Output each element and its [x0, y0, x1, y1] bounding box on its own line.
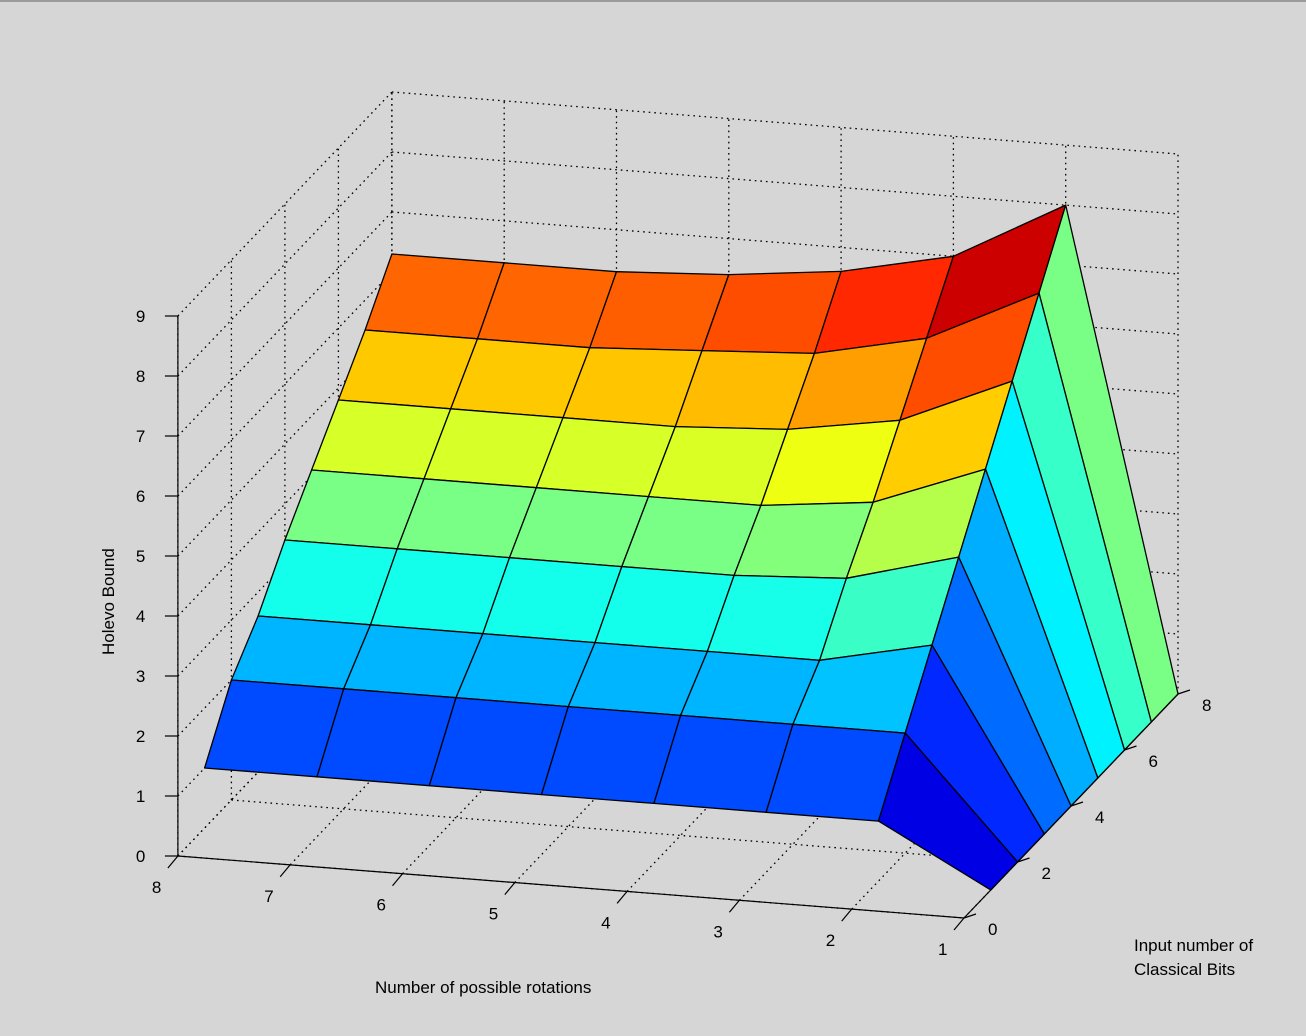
surface-patch-r0-c0 [877, 732, 1019, 891]
y-tick-8 [1177, 689, 1191, 695]
x-tick-7 [279, 864, 291, 878]
x-tick-1 [953, 917, 965, 931]
back-wall-grid-z-9 [391, 91, 1179, 155]
x-tick-label-8: 8 [152, 878, 161, 897]
y-axis-label-line2: Classical Bits [1134, 960, 1235, 979]
x-tick-6 [392, 873, 403, 887]
x-tick-label-2: 2 [826, 931, 835, 950]
y-tick-label-0: 0 [988, 920, 997, 939]
y-tick-2 [1017, 857, 1030, 863]
x-tick-label-4: 4 [601, 913, 610, 932]
x-tick-label-5: 5 [489, 905, 498, 924]
y-tick-label-6: 6 [1149, 752, 1158, 771]
side-wall-grid-z-8 [177, 151, 393, 377]
x-axis-label: Number of possible rotations [375, 978, 591, 997]
side-wall-grid-z-9 [177, 91, 393, 317]
x-tick-label-3: 3 [713, 922, 722, 941]
z-tick-label-0: 0 [136, 847, 145, 866]
z-tick-label-7: 7 [136, 427, 145, 446]
x-tick-label-7: 7 [264, 887, 273, 906]
x-tick-3 [728, 899, 740, 913]
x-tick-label-1: 1 [938, 940, 947, 959]
z-tick-label-5: 5 [136, 547, 145, 566]
y-tick-0 [963, 913, 977, 919]
z-tick-label-4: 4 [136, 607, 145, 626]
x-tick-label-6: 6 [377, 896, 386, 915]
side-wall-grid-z-7 [177, 211, 393, 437]
y-tick-4 [1070, 801, 1084, 807]
x-tick-2 [841, 908, 853, 922]
z-tick-label-8: 8 [136, 367, 145, 386]
x-axis-line [177, 855, 965, 919]
z-tick-label-3: 3 [136, 667, 145, 686]
y-tick-label-8: 8 [1202, 696, 1211, 715]
z-tick-label-9: 9 [136, 307, 145, 326]
z-tick-label-2: 2 [136, 727, 145, 746]
x-tick-5 [504, 882, 516, 895]
y-tick-label-2: 2 [1042, 864, 1051, 883]
z-tick-label-6: 6 [136, 487, 145, 506]
z-axis-label: Holevo Bound [99, 548, 118, 655]
surface [203, 204, 1179, 891]
x-tick-4 [616, 891, 628, 904]
y-axis-label-line1: Input number of [1134, 936, 1253, 955]
side-wall-grid-z-6 [177, 271, 393, 497]
x-tick-8 [167, 855, 179, 869]
y-tick-label-4: 4 [1095, 808, 1104, 827]
axis-labels: Number of possible rotations Input numbe… [99, 548, 1253, 997]
back-wall-grid-z-8 [391, 151, 1179, 215]
z-tick-label-1: 1 [136, 787, 145, 806]
y-tick-6 [1124, 745, 1137, 751]
